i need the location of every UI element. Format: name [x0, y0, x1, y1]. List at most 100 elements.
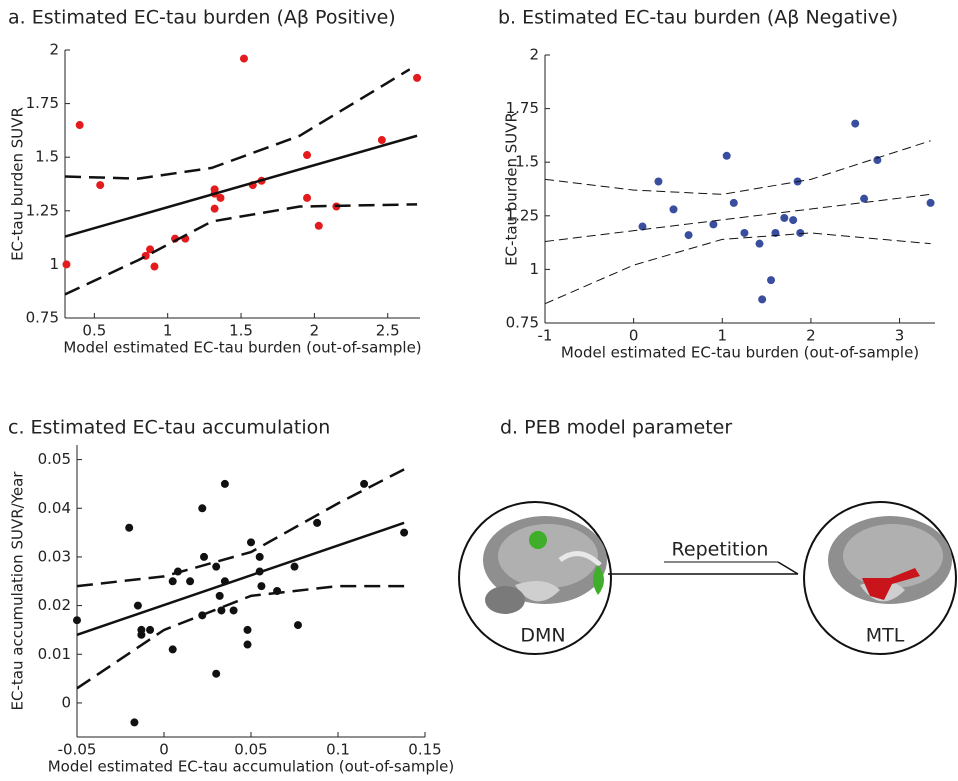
point — [168, 577, 177, 586]
point — [314, 221, 323, 230]
x-axis-label: Model estimated EC-tau burden (out-of-sa… — [63, 339, 421, 357]
brain-dmn — [458, 501, 612, 655]
y-tick-label: 0.03 — [38, 547, 71, 565]
point — [290, 562, 299, 571]
y-tick-label: 0.04 — [38, 499, 71, 517]
point — [740, 228, 749, 237]
x-tick-label: 2.5 — [376, 322, 400, 340]
point — [220, 479, 229, 488]
fit-line — [64, 134, 418, 238]
point — [96, 181, 105, 190]
point — [360, 479, 369, 488]
x-tick-label: 0.5 — [82, 322, 106, 340]
y-tick-label: 1.25 — [26, 201, 59, 219]
point — [243, 625, 252, 634]
point — [168, 645, 177, 654]
point — [758, 295, 767, 304]
point — [73, 616, 81, 625]
fit-line — [76, 521, 405, 636]
chart-title: c. Estimated EC-tau accumulation — [8, 417, 330, 439]
x-tick-label: 0.05 — [234, 741, 267, 759]
brain-mtl — [803, 501, 957, 655]
y-tick-label: 0.01 — [38, 645, 71, 663]
x-tick-label: -0.05 — [58, 741, 97, 759]
point — [796, 228, 805, 237]
point — [669, 205, 678, 214]
point — [247, 538, 255, 547]
point — [239, 54, 248, 63]
x-tick-label: 0 — [629, 327, 639, 345]
fit-line — [76, 584, 405, 690]
fit-line — [64, 203, 418, 296]
point — [755, 239, 764, 248]
x-axis-label: Model estimated EC-tau burden (out-of-sa… — [561, 344, 919, 362]
y-tick-label: 1 — [49, 255, 59, 273]
point — [229, 606, 238, 615]
x-tick-label: 1 — [717, 327, 727, 345]
y-tick-label: 1 — [529, 260, 539, 278]
y-tick-label: 1.25 — [506, 206, 539, 224]
y-tick-label: 2 — [529, 46, 539, 64]
point — [377, 136, 386, 145]
y-tick-label: 1.75 — [506, 99, 539, 117]
point — [146, 625, 155, 634]
y-tick-label: 1.5 — [515, 153, 539, 171]
x-axis-label: Model estimated EC-tau accumulation (out… — [48, 758, 455, 776]
point — [851, 119, 860, 128]
point — [210, 204, 219, 213]
y-tick-label: 1.5 — [35, 148, 59, 166]
point — [638, 222, 647, 231]
point — [146, 245, 155, 254]
fit-line — [64, 68, 411, 180]
y-tick-label: 0.75 — [506, 314, 539, 332]
chart-title: b. Estimated EC-tau burden (Aβ Negative) — [498, 7, 898, 29]
point — [216, 193, 225, 202]
point — [780, 213, 789, 222]
point — [212, 562, 221, 571]
node-label: MTL — [866, 625, 905, 647]
fit-line — [544, 140, 931, 195]
point — [215, 591, 224, 600]
point — [926, 198, 935, 207]
point — [133, 601, 142, 610]
arrow-label: Repetition — [672, 539, 769, 561]
y-tick-label: 2 — [49, 41, 59, 59]
x-tick-label: 0.15 — [408, 741, 441, 759]
fit-line — [76, 468, 405, 588]
y-axis-label: EC-tau accumulation SUVR/Year — [9, 471, 27, 711]
point — [186, 577, 195, 586]
point — [150, 262, 159, 271]
x-tick-label: 0.1 — [326, 741, 350, 759]
point — [654, 177, 663, 186]
point — [860, 194, 869, 203]
chart-title: a. Estimated EC-tau burden (Aβ Positive) — [8, 7, 396, 29]
point — [125, 523, 134, 532]
point — [217, 606, 226, 615]
point — [62, 260, 71, 269]
point — [313, 518, 322, 527]
point — [212, 669, 221, 678]
point — [767, 276, 776, 285]
point — [293, 621, 302, 630]
point — [303, 151, 312, 160]
point — [789, 216, 798, 225]
node-label: DMN — [520, 625, 565, 647]
y-tick-label: 0.05 — [38, 450, 71, 468]
x-tick-label: 3 — [895, 327, 905, 345]
point — [729, 198, 738, 207]
panel-title: d. PEB model parameter — [500, 417, 732, 439]
y-tick-label: 1.75 — [26, 94, 59, 112]
x-tick-label: 1 — [163, 322, 173, 340]
x-tick-label: 2 — [310, 322, 320, 340]
point — [243, 640, 252, 649]
point — [400, 528, 409, 537]
y-tick-label: 0 — [61, 693, 71, 711]
point — [130, 718, 139, 727]
x-tick-label: 0 — [159, 741, 169, 759]
point — [75, 121, 84, 130]
point — [709, 220, 718, 229]
point — [257, 582, 266, 591]
y-axis-label: EC-tau burden SUVR — [9, 107, 27, 261]
y-tick-label: 0.02 — [38, 596, 71, 614]
point — [137, 630, 146, 639]
